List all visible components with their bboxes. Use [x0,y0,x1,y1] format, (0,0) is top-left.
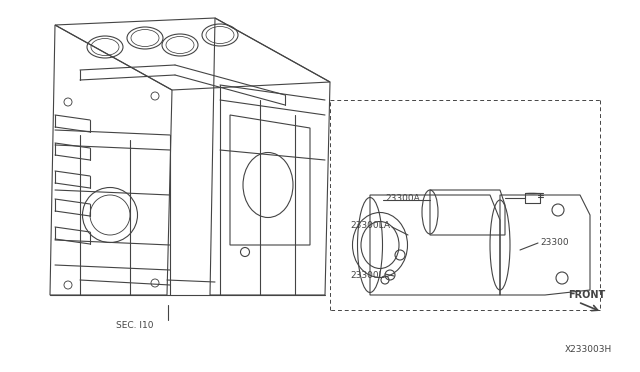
Text: 23300: 23300 [540,237,568,247]
Text: X233003H: X233003H [565,346,612,355]
Text: SEC. I10: SEC. I10 [116,321,154,330]
Text: 23300A: 23300A [385,193,420,202]
Text: FRONT: FRONT [568,290,605,300]
Text: 23300LA: 23300LA [350,221,390,230]
Text: 23300L: 23300L [350,270,383,279]
